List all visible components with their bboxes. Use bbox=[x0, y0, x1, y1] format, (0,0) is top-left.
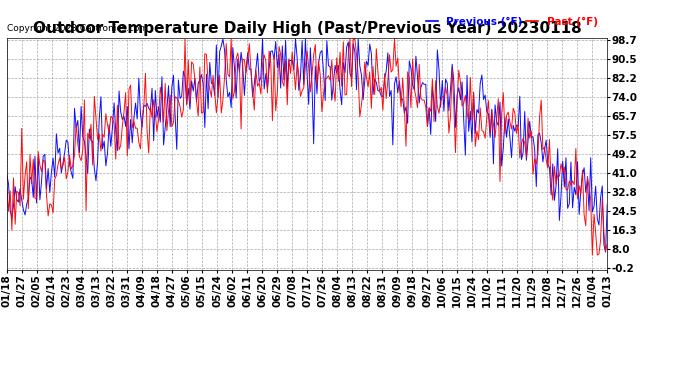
Text: Copyright 2023 Cartronics.com: Copyright 2023 Cartronics.com bbox=[7, 24, 148, 33]
Legend: Previous (°F), Past (°F): Previous (°F), Past (°F) bbox=[422, 12, 602, 31]
Title: Outdoor Temperature Daily High (Past/Previous Year) 20230118: Outdoor Temperature Daily High (Past/Pre… bbox=[32, 21, 582, 36]
